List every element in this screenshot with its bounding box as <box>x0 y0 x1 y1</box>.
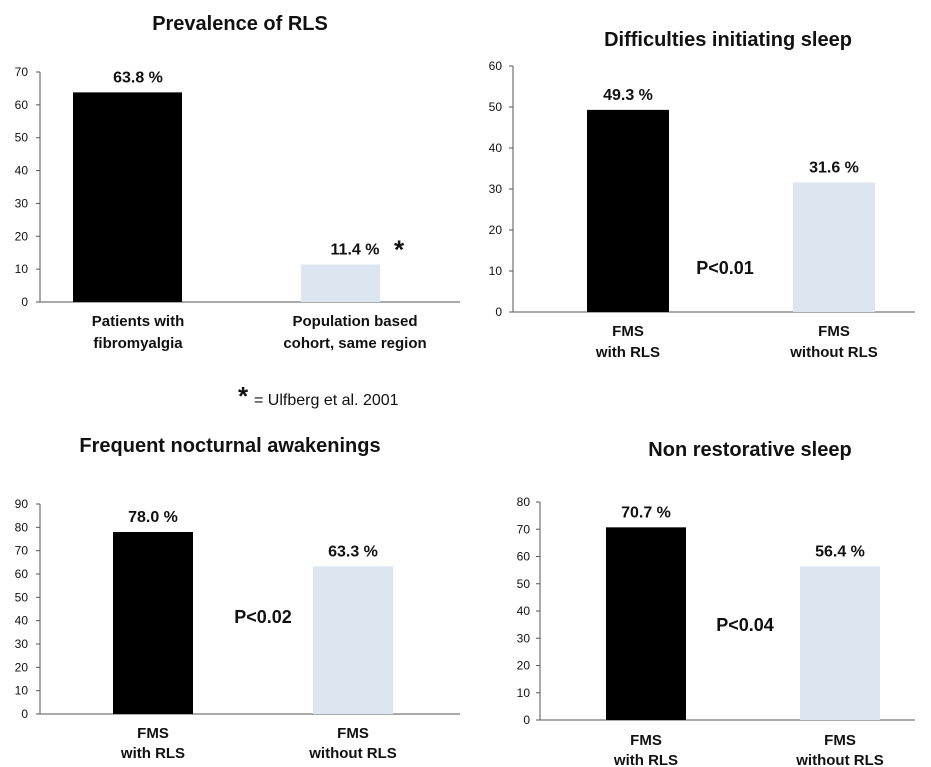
bar <box>73 92 182 302</box>
y-tick-label: 0 <box>21 295 28 309</box>
reference-asterisk: * <box>238 381 249 411</box>
chart-panel-2: Difficulties initiating sleep 0 10 20 30 40 50… <box>489 29 915 361</box>
chart-title: Difficulties initiating sleep <box>604 29 852 51</box>
chart-panels: Prevalence of RLS 0 10 20 30 40 50 60 70 63.8 % Pa… <box>15 13 915 767</box>
category-label: FMS <box>824 732 856 749</box>
bar <box>800 566 880 720</box>
y-tick-label: 70 <box>517 522 531 536</box>
chart-panel-3: Frequent nocturnal awakenings 0 10 20 30 40 50… <box>15 435 460 762</box>
y-tick-label: 30 <box>15 637 29 651</box>
category-label: FMS <box>612 323 644 340</box>
y-tick-label: 20 <box>489 223 503 237</box>
p-value-annotation: P<0.01 <box>696 258 754 278</box>
bar-value-label: 56.4 % <box>815 543 865 560</box>
bar <box>301 264 380 302</box>
y-tick-label: 80 <box>15 520 29 534</box>
bar <box>606 527 686 720</box>
bar-value-label: 49.3 % <box>603 87 653 104</box>
chart-title: Frequent nocturnal awakenings <box>79 435 380 457</box>
category-label: FMS <box>630 732 662 749</box>
y-tick-label: 10 <box>15 262 29 276</box>
y-tick-label: 80 <box>517 495 531 509</box>
y-tick-label: 20 <box>517 659 531 673</box>
category-label: with RLS <box>595 344 660 361</box>
category-label: FMS <box>137 725 169 742</box>
y-tick-label: 60 <box>517 550 531 564</box>
y-tick-label: 60 <box>15 567 29 581</box>
y-tick-label: 70 <box>15 544 29 558</box>
bar-value-label: 70.7 % <box>621 504 671 521</box>
chart-panel-1: Prevalence of RLS 0 10 20 30 40 50 60 70 63.8 % Pa… <box>15 13 460 352</box>
y-tick-label: 30 <box>517 631 531 645</box>
chart-panel-4: Non restorative sleep 0 10 20 30 40 50 60 70 80 70… <box>517 439 915 767</box>
category-label: without RLS <box>795 752 883 767</box>
y-tick-label: 20 <box>15 660 29 674</box>
category-label: FMS <box>818 323 850 340</box>
y-tick-label: 0 <box>495 305 502 319</box>
y-tick-label: 0 <box>21 707 28 721</box>
y-tick-label: 70 <box>15 65 29 79</box>
bar-value-label: 31.6 % <box>809 159 859 176</box>
category-label: Population based <box>292 313 417 330</box>
y-tick-label: 30 <box>489 182 503 196</box>
category-label: with RLS <box>120 745 185 762</box>
reference-note: * = Ulfberg et al. 2001 <box>238 381 399 411</box>
category-label: fibromyalgia <box>93 335 183 352</box>
bar <box>793 182 875 312</box>
category-label: cohort, same region <box>283 335 426 352</box>
y-tick-label: 60 <box>15 98 29 112</box>
bar-value-label: 78.0 % <box>128 509 178 526</box>
y-tick-label: 40 <box>489 141 503 155</box>
bar <box>587 109 669 313</box>
y-tick-label: 50 <box>517 577 531 591</box>
chart-title: Prevalence of RLS <box>152 13 328 35</box>
y-tick-label: 50 <box>489 100 503 114</box>
reference-citation: = Ulfberg et al. 2001 <box>254 392 399 409</box>
category-label: without RLS <box>308 745 396 762</box>
y-tick-label: 50 <box>15 131 29 145</box>
bar-value-label: 11.4 % <box>331 242 380 259</box>
bar-value-label: 63.3 % <box>328 543 378 560</box>
y-tick-label: 40 <box>15 164 29 178</box>
chart-title: Non restorative sleep <box>648 439 851 461</box>
y-tick-label: 90 <box>15 497 29 511</box>
y-tick-label: 20 <box>15 229 29 243</box>
y-tick-label: 50 <box>15 590 29 604</box>
y-tick-label: 40 <box>15 614 29 628</box>
p-value-annotation: P<0.02 <box>234 607 292 627</box>
y-tick-label: 10 <box>15 684 29 698</box>
category-label: without RLS <box>789 344 877 361</box>
bar <box>313 566 393 714</box>
bar <box>113 532 193 714</box>
bar-value-label: 63.8 % <box>113 69 163 86</box>
p-value-annotation: P<0.04 <box>716 615 774 635</box>
y-tick-label: 10 <box>517 686 531 700</box>
y-tick-label: 30 <box>15 196 29 210</box>
bar-value-asterisk: * <box>394 235 405 265</box>
y-tick-label: 10 <box>489 264 503 278</box>
category-label: with RLS <box>613 752 678 767</box>
y-tick-label: 60 <box>489 59 503 73</box>
y-tick-label: 0 <box>523 713 530 727</box>
category-label: FMS <box>337 725 369 742</box>
category-label: Patients with <box>92 313 185 330</box>
y-tick-label: 40 <box>517 604 531 618</box>
